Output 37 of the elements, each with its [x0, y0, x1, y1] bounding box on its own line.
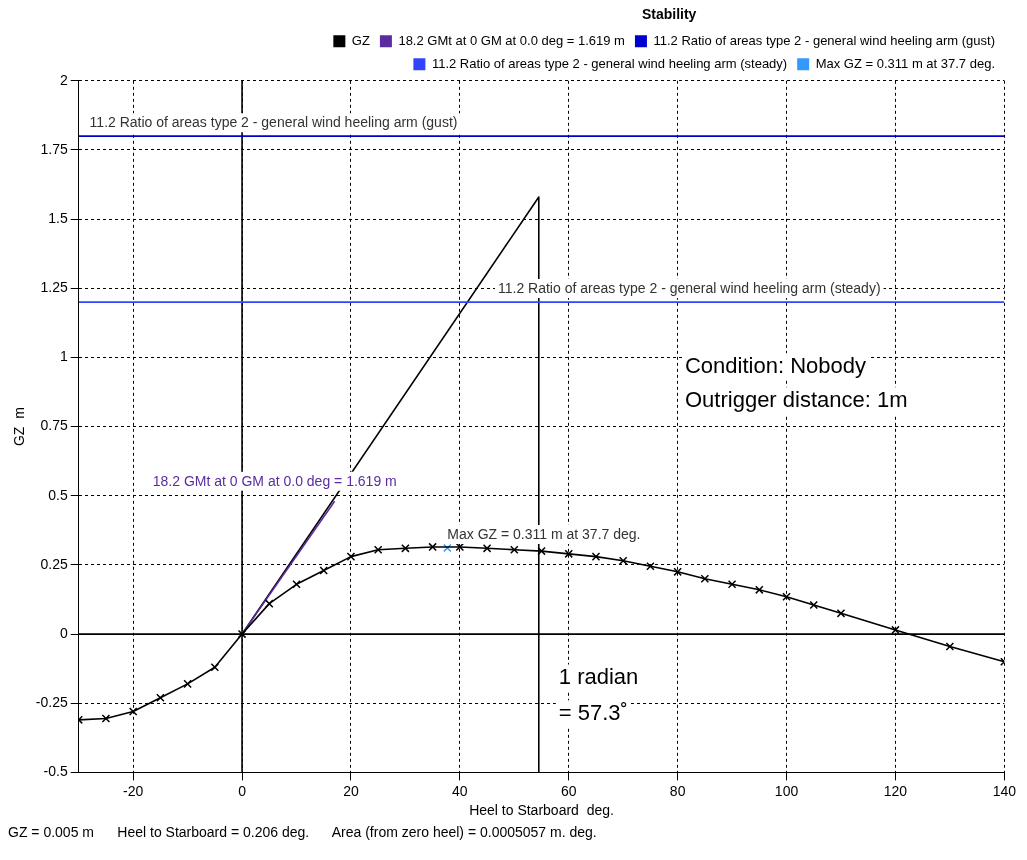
x-tick-label: 80: [669, 782, 686, 799]
legend-label: 11.2 Ratio of areas type 2 - general wind heeling arm (gust): [653, 32, 996, 48]
annotation: 18.2 GMt at 0 GM at 0.0 deg = 1.619 m: [152, 472, 397, 489]
legend-title: Stability: [641, 5, 697, 22]
x-tick-label: 0: [238, 782, 247, 799]
y-tick-label: 1.5: [48, 209, 68, 226]
x-tick-label: -20: [123, 782, 144, 799]
x-axis-title: Heel to Starboard deg.: [469, 802, 614, 819]
annotation: = 57.3˚: [558, 700, 628, 726]
y-tick-label: 0.75: [40, 417, 68, 434]
y-tick-label: 0.25: [40, 555, 68, 572]
y-tick-label: -0.5: [43, 763, 68, 780]
x-tick-label: 60: [560, 782, 577, 799]
annotation: Condition: Nobody: [684, 353, 866, 379]
annotation: 11.2 Ratio of areas type 2 - general wind heeling arm (gust): [89, 113, 458, 130]
legend-label: 18.2 GMt at 0 GM at 0.0 deg = 1.619 m: [398, 32, 625, 48]
x-tick-label: 40: [452, 782, 468, 799]
legend-label: 11.2 Ratio of areas type 2 - general wind heeling arm (steady): [431, 55, 788, 71]
x-tick-label: 100: [774, 782, 799, 799]
y-tick-label: -0.25: [35, 694, 68, 711]
annotation: 11.2 Ratio of areas type 2 - general wind heeling arm (steady): [497, 279, 881, 296]
y-tick-label: 2: [59, 71, 68, 88]
y-axis-title: GZ m: [11, 407, 28, 447]
y-tick-label: 1: [59, 348, 68, 365]
annotation: Outrigger distance: 1m: [684, 387, 908, 413]
y-tick-label: 0.5: [48, 486, 68, 503]
x-tick-label: 120: [883, 782, 908, 799]
y-tick-label: 0: [59, 624, 68, 641]
annotation: 1 radian: [558, 664, 639, 690]
legend-label: GZ: [351, 32, 370, 48]
legend-label: Max GZ = 0.311 m at 37.7 deg.: [815, 55, 995, 71]
text: GZ = 0.005 m Heel to Starboard = 0.206 deg. Area (from zero heel) = 0.0005057 m. deg.: [8, 824, 598, 840]
y-tick-label: 1.25: [40, 279, 68, 296]
x-tick-label: 140: [992, 782, 1017, 799]
x-tick-label: 20: [343, 782, 359, 799]
annotation: Max GZ = 0.311 m at 37.7 deg.: [447, 525, 641, 542]
y-tick-label: 1.75: [40, 140, 68, 157]
